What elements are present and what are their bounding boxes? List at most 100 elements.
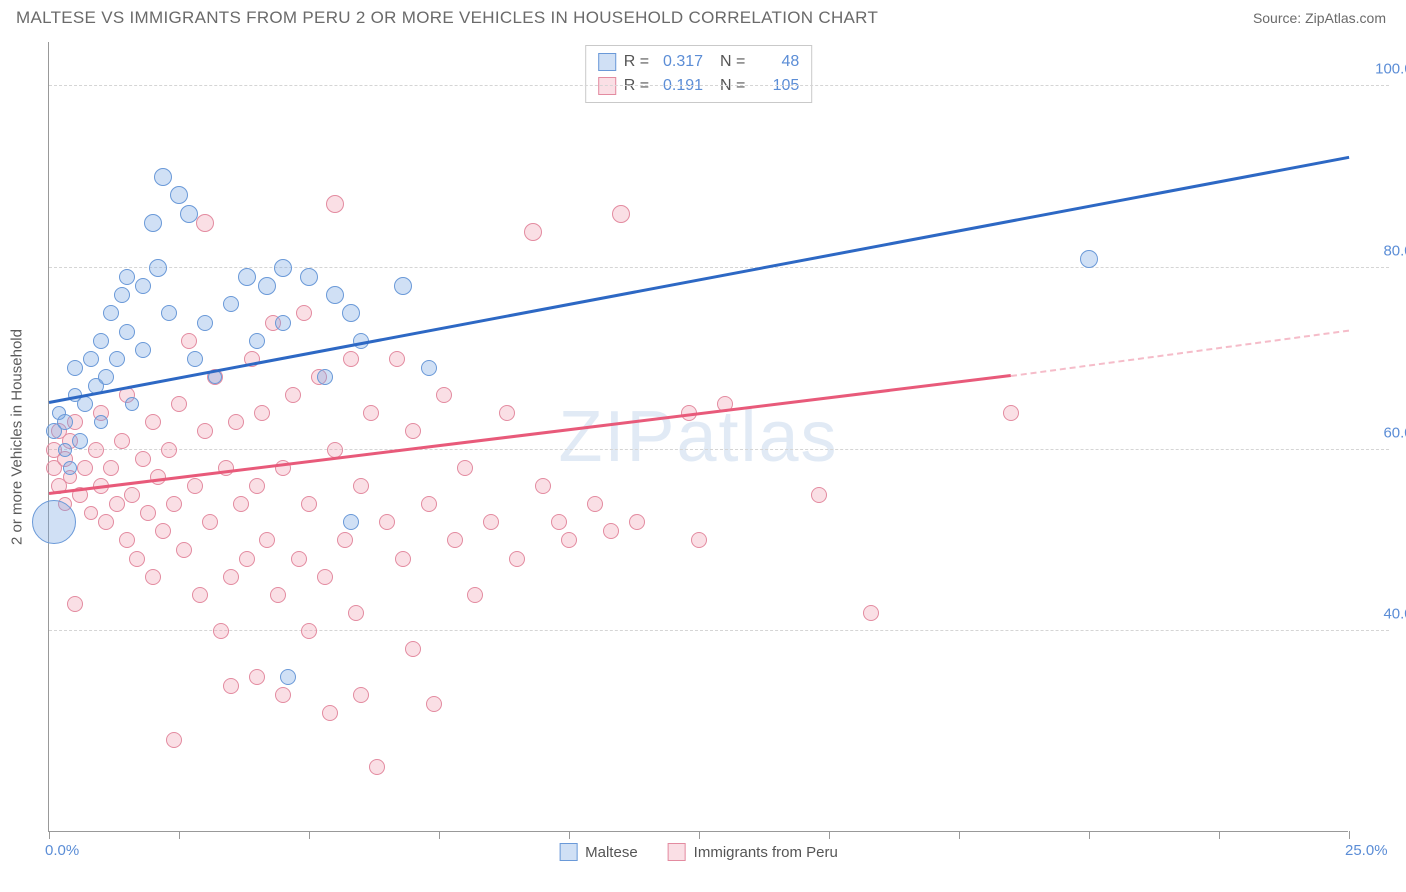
y-tick-label: 60.0% — [1383, 424, 1406, 441]
data-point — [436, 387, 452, 403]
data-point — [457, 460, 473, 476]
data-point — [67, 360, 83, 376]
data-point — [239, 551, 255, 567]
data-point — [161, 305, 177, 321]
data-point — [103, 305, 119, 321]
data-point — [98, 514, 114, 530]
x-tick — [1089, 831, 1090, 839]
data-point — [93, 333, 109, 349]
data-point — [337, 532, 353, 548]
data-point — [285, 387, 301, 403]
data-point — [135, 342, 151, 358]
data-point — [77, 460, 93, 476]
data-point — [77, 396, 93, 412]
data-point — [587, 496, 603, 512]
x-tick — [1349, 831, 1350, 839]
plot-area: ZIPatlas 2 or more Vehicles in Household… — [48, 42, 1348, 832]
data-point — [405, 641, 421, 657]
data-point — [561, 532, 577, 548]
data-point — [114, 287, 130, 303]
data-point — [863, 605, 879, 621]
data-point — [166, 496, 182, 512]
data-point — [135, 278, 151, 294]
data-point — [509, 551, 525, 567]
data-point — [447, 532, 463, 548]
data-point — [228, 414, 244, 430]
swatch-maltese — [598, 53, 616, 71]
trend-line — [1011, 330, 1349, 377]
x-tick — [829, 831, 830, 839]
chart-container: ZIPatlas 2 or more Vehicles in Household… — [48, 42, 1388, 862]
data-point — [63, 461, 77, 475]
data-point — [84, 506, 98, 520]
legend-item-peru: Immigrants from Peru — [668, 843, 838, 861]
x-tick-label: 25.0% — [1345, 842, 1388, 859]
data-point — [58, 443, 72, 457]
data-point — [166, 732, 182, 748]
data-point — [67, 596, 83, 612]
data-point — [233, 496, 249, 512]
data-point — [258, 277, 276, 295]
data-point — [187, 351, 203, 367]
data-point — [691, 532, 707, 548]
data-point — [342, 304, 360, 322]
data-point — [109, 351, 125, 367]
data-point — [1003, 405, 1019, 421]
data-point — [394, 277, 412, 295]
gridline-h — [49, 85, 1389, 86]
x-tick-label: 0.0% — [45, 842, 79, 859]
data-point — [181, 333, 197, 349]
legend-swatch-maltese — [559, 843, 577, 861]
stats-row-1: R = 0.317 N = 48 — [598, 50, 800, 74]
data-point — [300, 268, 318, 286]
source-label: Source: ZipAtlas.com — [1253, 10, 1386, 26]
watermark: ZIPatlas — [558, 396, 838, 478]
data-point — [421, 360, 437, 376]
data-point — [421, 496, 437, 512]
data-point — [202, 514, 218, 530]
data-point — [114, 433, 130, 449]
x-tick — [1219, 831, 1220, 839]
data-point — [161, 442, 177, 458]
data-point — [144, 214, 162, 232]
chart-header: MALTESE VS IMMIGRANTS FROM PERU 2 OR MOR… — [0, 0, 1406, 32]
data-point — [535, 478, 551, 494]
data-point — [301, 496, 317, 512]
data-point — [109, 496, 125, 512]
data-point — [155, 523, 171, 539]
data-point — [612, 205, 630, 223]
data-point — [275, 315, 291, 331]
data-point — [353, 478, 369, 494]
data-point — [499, 405, 515, 421]
legend-swatch-peru — [668, 843, 686, 861]
data-point — [145, 569, 161, 585]
x-tick — [179, 831, 180, 839]
data-point — [180, 205, 198, 223]
data-point — [326, 286, 344, 304]
gridline-h — [49, 449, 1389, 450]
data-point — [129, 551, 145, 567]
data-point — [274, 259, 292, 277]
data-point — [551, 514, 567, 530]
legend: Maltese Immigrants from Peru — [559, 843, 838, 861]
data-point — [280, 669, 296, 685]
stat-r-1: 0.317 — [657, 50, 703, 74]
data-point — [426, 696, 442, 712]
data-point — [32, 500, 76, 544]
data-point — [238, 268, 256, 286]
data-point — [249, 669, 265, 685]
data-point — [249, 333, 265, 349]
data-point — [389, 351, 405, 367]
data-point — [363, 405, 379, 421]
data-point — [395, 551, 411, 567]
data-point — [119, 324, 135, 340]
data-point — [119, 269, 135, 285]
chart-title: MALTESE VS IMMIGRANTS FROM PERU 2 OR MOR… — [16, 8, 878, 28]
data-point — [317, 569, 333, 585]
stat-n-1: 48 — [753, 50, 799, 74]
y-tick-label: 80.0% — [1383, 243, 1406, 260]
data-point — [223, 569, 239, 585]
data-point — [154, 168, 172, 186]
data-point — [317, 369, 333, 385]
x-tick — [959, 831, 960, 839]
